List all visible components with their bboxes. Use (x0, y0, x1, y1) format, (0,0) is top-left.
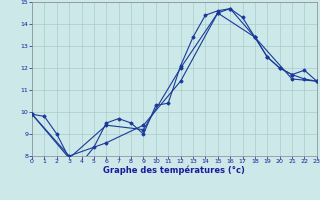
X-axis label: Graphe des températures (°c): Graphe des températures (°c) (103, 166, 245, 175)
